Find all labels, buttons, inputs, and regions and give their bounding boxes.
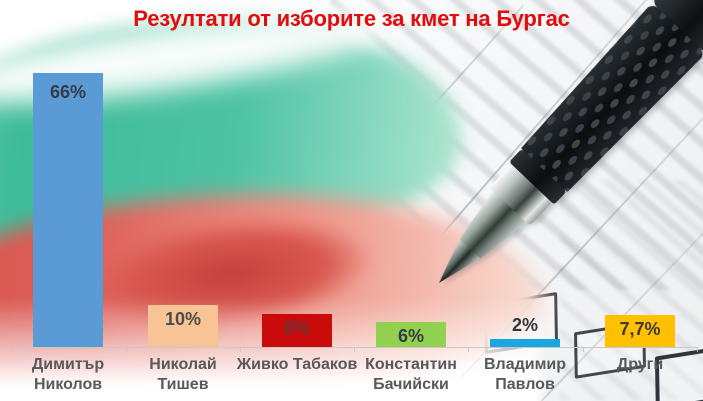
axis-tick <box>354 347 355 352</box>
bar-value-4: 2% <box>511 315 538 335</box>
category-label-5: Други <box>616 356 664 373</box>
bar-3 <box>376 322 446 347</box>
category-label-3: Константин Бачийски <box>365 356 457 393</box>
bar-value-5: 7,7% <box>619 319 661 339</box>
bar-5 <box>605 315 675 347</box>
axis-tick <box>697 347 698 352</box>
axis-tick <box>240 347 241 352</box>
bar-value-1: 10% <box>164 309 202 329</box>
ballot-text-lines <box>560 180 703 400</box>
category-label-1: Николай Тишев <box>149 356 217 393</box>
axis-tick <box>126 347 127 352</box>
category-label-0: Димитър Николов <box>31 356 105 393</box>
bar-0 <box>33 73 103 347</box>
bar-2 <box>262 314 332 347</box>
bar-1 <box>148 305 218 347</box>
bar-value-0: 66% <box>49 82 87 102</box>
axis-tick <box>11 347 12 352</box>
bar-value-3: 6% <box>397 326 424 346</box>
axis-tick <box>468 347 469 352</box>
axis-tick <box>583 347 584 352</box>
category-label-4: Владимир Павлов <box>483 356 567 393</box>
bar-4 <box>490 339 560 347</box>
chart-title: Резултати от изборите за кмет на Бургас <box>133 6 570 31</box>
category-label-2: Живко Табаков <box>236 356 358 373</box>
bar-value-2: 8% <box>283 318 310 338</box>
